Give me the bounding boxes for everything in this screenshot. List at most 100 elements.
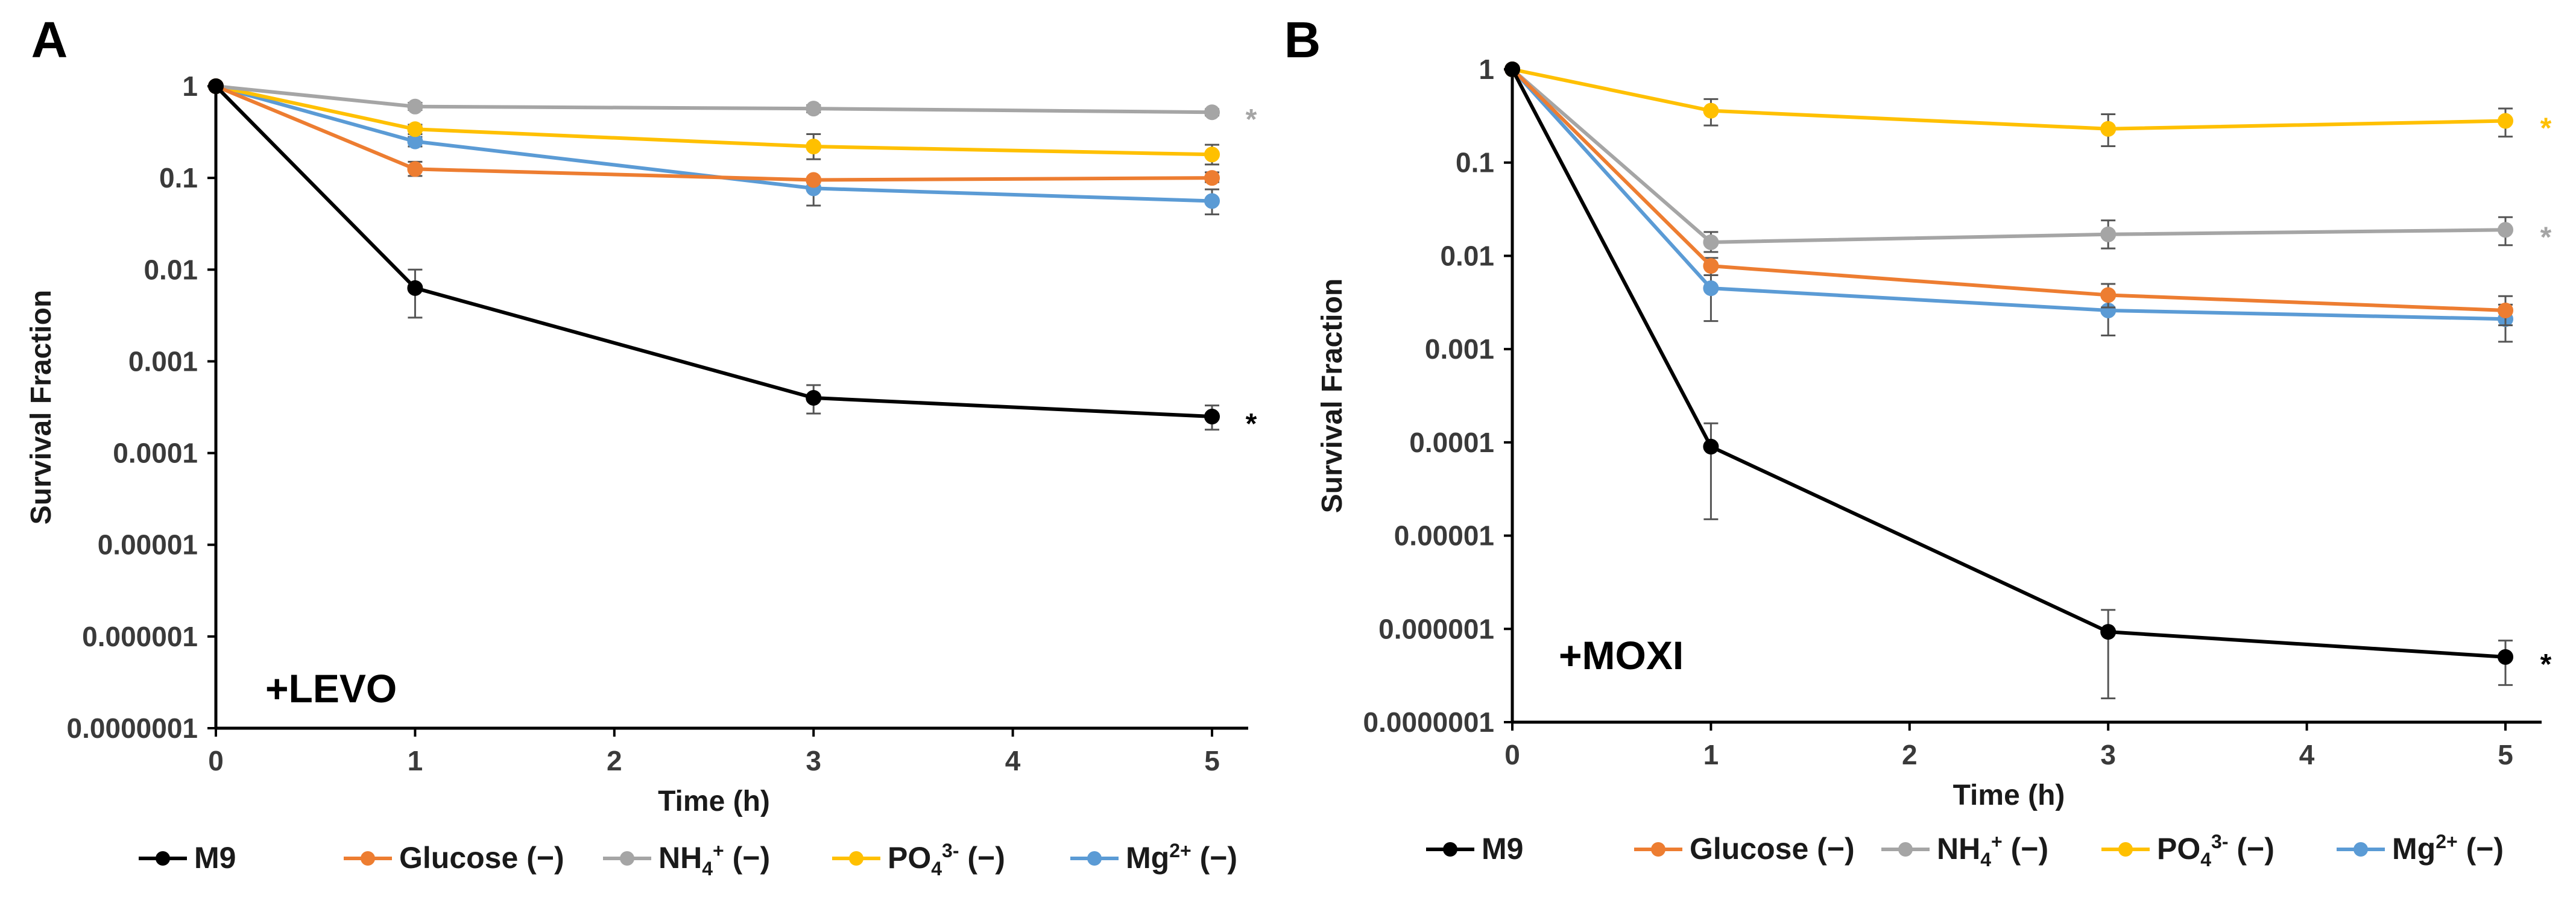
legend-label: PO43- (−) <box>2157 831 2275 870</box>
significance-star: * <box>1246 408 1257 440</box>
y-tick-label: 0.01 <box>1440 240 1494 271</box>
legend-label: NH4+ (−) <box>658 840 770 880</box>
series-po43 <box>208 78 1220 166</box>
legend-label: Glucose (−) <box>1690 832 1855 866</box>
data-point <box>2100 287 2117 303</box>
legend-item-m9: M9 <box>1426 832 1523 866</box>
x-tick-label: 4 <box>2299 739 2315 770</box>
legend-a: M9 Glucose (−) NH4+ (−) PO43- (−) Mg2+ (−) <box>139 840 1237 880</box>
y-tick-label: 0.0000001 <box>1363 706 1494 738</box>
data-point <box>1703 438 1719 455</box>
legend-item-nh4: NH4+ (−) <box>1881 831 2048 870</box>
data-point <box>2100 121 2117 137</box>
legend-item-glucose: Glucose (−) <box>1634 832 1855 866</box>
data-point <box>2498 649 2513 665</box>
data-point <box>1703 234 1719 250</box>
data-point <box>1703 280 1719 297</box>
data-point <box>1703 258 1719 274</box>
y-tick-label: 0.01 <box>144 254 198 285</box>
legend-marker <box>1898 842 1913 857</box>
legend-item-nh4: NH4+ (−) <box>603 840 770 880</box>
legend-marker <box>1443 842 1457 857</box>
series-line <box>215 84 1213 157</box>
y-tick-label: 0.1 <box>159 162 198 194</box>
x-axis-title: Time (h) <box>1953 779 2065 811</box>
data-point <box>2100 226 2117 242</box>
x-tick-label: 3 <box>806 745 821 776</box>
legend-marker <box>849 851 863 866</box>
x-tick-label: 3 <box>2100 739 2116 770</box>
legend-item-po43: PO43- (−) <box>832 840 1005 880</box>
y-axis-title: Survival Fraction <box>25 290 57 524</box>
data-point <box>407 121 423 137</box>
data-point <box>1504 61 1520 77</box>
legend-marker <box>620 851 634 866</box>
series-po43: * <box>1504 61 2552 147</box>
chart-panel-a: A 1 0.1 0.01 0.001 0.0001 0.00001 0.000001 0.000… <box>25 11 1257 817</box>
legend-marker <box>156 851 170 866</box>
series-mg2 <box>1504 61 2513 343</box>
data-point <box>806 172 822 188</box>
x-tick-label: 1 <box>1703 739 1719 770</box>
legend-item-po43: PO43- (−) <box>2101 831 2275 870</box>
series-glucose <box>1504 61 2513 327</box>
series-line <box>215 84 1213 182</box>
data-point <box>1204 146 1220 163</box>
legend-marker <box>1087 851 1102 866</box>
significance-star: * <box>2540 649 2552 681</box>
y-tick-label: 0.0000001 <box>67 713 198 744</box>
data-point <box>2498 302 2513 318</box>
x-tick-label: 0 <box>1504 739 1520 770</box>
series-m9: * <box>1504 61 2552 700</box>
legend-label: Mg2+ (−) <box>1126 840 1237 875</box>
legend-label: M9 <box>1482 832 1523 866</box>
y-tick-label: 1 <box>182 71 198 102</box>
y-tick-label: 0.001 <box>128 345 198 377</box>
legend-item-mg2: Mg2+ (−) <box>1070 840 1237 875</box>
legend-label: PO43- (−) <box>888 840 1005 880</box>
data-point <box>1204 104 1220 121</box>
series-line <box>1511 68 2506 312</box>
x-tick-label: 4 <box>1005 745 1021 776</box>
series-line <box>214 84 1213 419</box>
data-point <box>2498 222 2513 238</box>
significance-star: * <box>2540 113 2552 145</box>
legend-marker <box>2353 842 2368 857</box>
legend-label: Mg2+ (−) <box>2392 831 2504 866</box>
data-point <box>1204 170 1220 186</box>
y-tick-label: 0.0001 <box>113 438 198 469</box>
x-tick-label: 5 <box>1204 745 1220 776</box>
treatment-annotation: +MOXI <box>1559 633 1684 678</box>
series-line <box>1511 68 2506 244</box>
y-tick-label: 0.000001 <box>1378 613 1494 644</box>
data-point <box>407 161 423 177</box>
legend-marker <box>361 851 375 866</box>
legend-label: M9 <box>194 841 236 875</box>
data-point <box>407 280 423 296</box>
legend-label: Glucose (−) <box>399 841 564 875</box>
data-point <box>806 389 822 406</box>
series-line <box>1511 68 2506 659</box>
y-axis-title: Survival Fraction <box>1316 278 1348 513</box>
data-point <box>2100 624 2117 640</box>
legend-item-m9: M9 <box>139 841 236 875</box>
x-tick-label: 0 <box>208 745 224 776</box>
y-tick-label: 0.00001 <box>98 529 198 561</box>
data-point <box>806 139 822 155</box>
data-point <box>1703 102 1719 119</box>
data-point <box>1204 409 1220 425</box>
panel-label: B <box>1284 11 1321 68</box>
chart-panel-b: B 1 0.1 0.01 0.001 0.0001 0.00001 0.000001 0.000… <box>1284 11 2552 811</box>
legend-label: NH4+ (−) <box>1937 831 2048 870</box>
data-point <box>407 98 423 115</box>
data-point <box>208 78 224 94</box>
series-line <box>1512 68 2506 131</box>
legend-item-mg2: Mg2+ (−) <box>2337 831 2504 866</box>
treatment-annotation: +LEVO <box>265 666 397 711</box>
y-tick-label: 0.001 <box>1425 333 1494 365</box>
y-tick-label: 0.000001 <box>82 621 198 652</box>
series-line <box>215 84 1213 203</box>
x-tick-label: 2 <box>607 745 622 776</box>
legend-b: M9 Glucose (−) NH4+ (−) PO43- (−) Mg2+ (−) <box>1426 831 2504 870</box>
